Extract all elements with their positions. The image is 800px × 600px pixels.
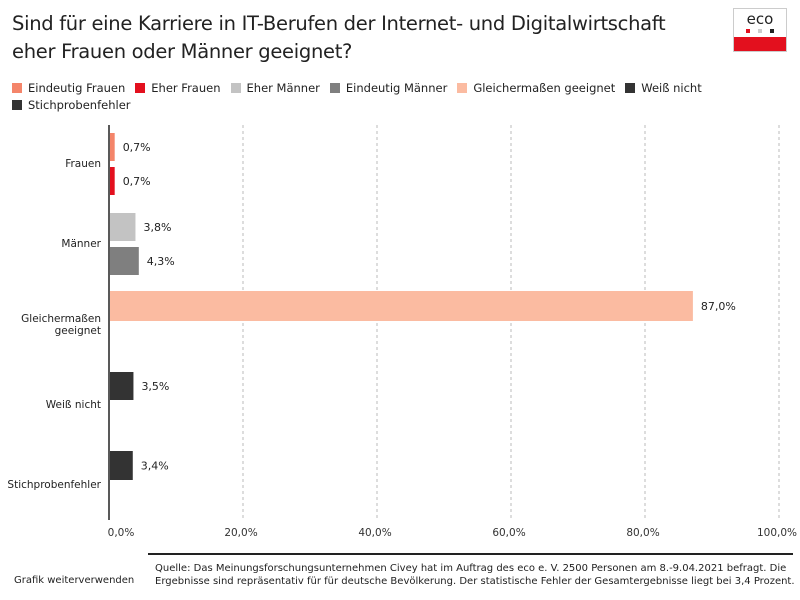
footer-divider	[148, 553, 793, 555]
bar	[110, 451, 133, 480]
legend-label: Eher Männer	[246, 81, 320, 95]
legend-label: Gleichermaßen geeignet	[473, 81, 616, 95]
x-tick-label: 40,0%	[358, 527, 391, 539]
bar-chart: 0,0% 20,0% 40,0% 60,0% 80,0% 100,0% 0,7% 0,7% 3,…	[7, 125, 797, 539]
legend-item: Eher Männer	[230, 80, 320, 96]
legend-label: Eindeutig Männer	[345, 81, 448, 95]
legend-label: Eindeutig Frauen	[28, 81, 126, 95]
data-label: 4,3%	[147, 255, 175, 268]
bar	[110, 372, 134, 400]
legend-label: Eher Frauen	[151, 81, 221, 95]
data-label: 3,5%	[141, 380, 169, 393]
category-label: Frauen	[65, 158, 101, 170]
legend-swatch	[230, 83, 241, 93]
category-label: Stichprobenfehler	[7, 479, 101, 491]
chart-legend: Eindeutig Frauen Eher Frauen Eher Männer Ei…	[12, 80, 712, 114]
x-tick-label: 80,0%	[626, 527, 659, 539]
legend-swatch	[12, 100, 22, 110]
legend-item: Gleichermaßen geeignet	[457, 80, 615, 96]
legend-swatch	[329, 83, 340, 93]
x-tick-label: 20,0%	[224, 527, 257, 539]
eco-logo: eco	[733, 8, 787, 52]
legend-item: Stichprobenfehler	[12, 97, 131, 113]
legend-item: Weiß nicht	[625, 80, 702, 96]
legend-label: Weiß nicht	[641, 81, 702, 95]
data-label: 3,4%	[141, 460, 169, 473]
chart-title: Sind für eine Karriere in IT-Berufen der…	[12, 12, 666, 63]
reuse-graphic-link[interactable]: Grafik weiterverwenden	[14, 575, 135, 586]
legend-item: Eindeutig Frauen	[12, 80, 125, 96]
legend-item: Eher Frauen	[135, 80, 221, 96]
data-label: 3,8%	[143, 221, 171, 234]
x-tick-label: 0,0%	[108, 527, 135, 539]
data-label: 0,7%	[123, 141, 151, 154]
legend-swatch	[625, 83, 636, 93]
x-tick-label: 100,0%	[757, 527, 797, 539]
logo-word: eco	[746, 10, 774, 28]
category-label: Männer	[61, 238, 101, 250]
source-note: Quelle: Das Meinungsforschungsunternehme…	[155, 563, 795, 587]
legend-swatch	[457, 83, 468, 93]
legend-label: Stichprobenfehler	[28, 98, 131, 112]
data-label: 0,7%	[123, 175, 151, 188]
data-label: 87,0%	[701, 300, 736, 313]
category-label: Gleichermaßen geeignet	[21, 313, 101, 337]
bar	[110, 247, 139, 275]
x-tick-label: 60,0%	[492, 527, 525, 539]
category-label: Weiß nicht	[46, 399, 101, 411]
legend-swatch	[135, 83, 146, 93]
bar	[110, 133, 115, 161]
bar	[110, 213, 136, 241]
logo-dots-icon	[746, 29, 774, 33]
bar	[110, 167, 115, 195]
logo-tagline-band	[734, 37, 786, 51]
bar	[110, 291, 693, 321]
legend-item: Eindeutig Männer	[329, 80, 448, 96]
legend-swatch	[12, 83, 22, 93]
